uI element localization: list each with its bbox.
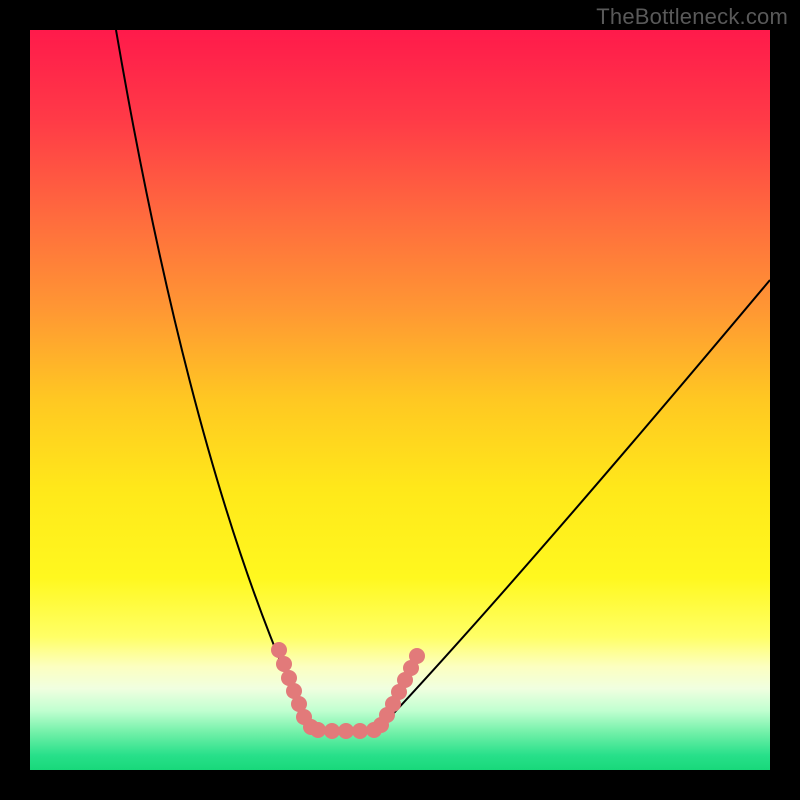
flat-cluster-marker — [352, 723, 368, 739]
flat-cluster-marker — [310, 722, 326, 738]
left-cluster-marker — [276, 656, 292, 672]
chart-container: TheBottleneck.com — [0, 0, 800, 800]
watermark-text: TheBottleneck.com — [596, 4, 788, 30]
curve-overlay — [30, 30, 770, 770]
flat-cluster-marker — [324, 723, 340, 739]
right-cluster-marker — [409, 648, 425, 664]
flat-cluster-marker — [338, 723, 354, 739]
plot-area — [30, 30, 770, 770]
left-cluster-marker — [271, 642, 287, 658]
v-curve — [116, 30, 770, 730]
